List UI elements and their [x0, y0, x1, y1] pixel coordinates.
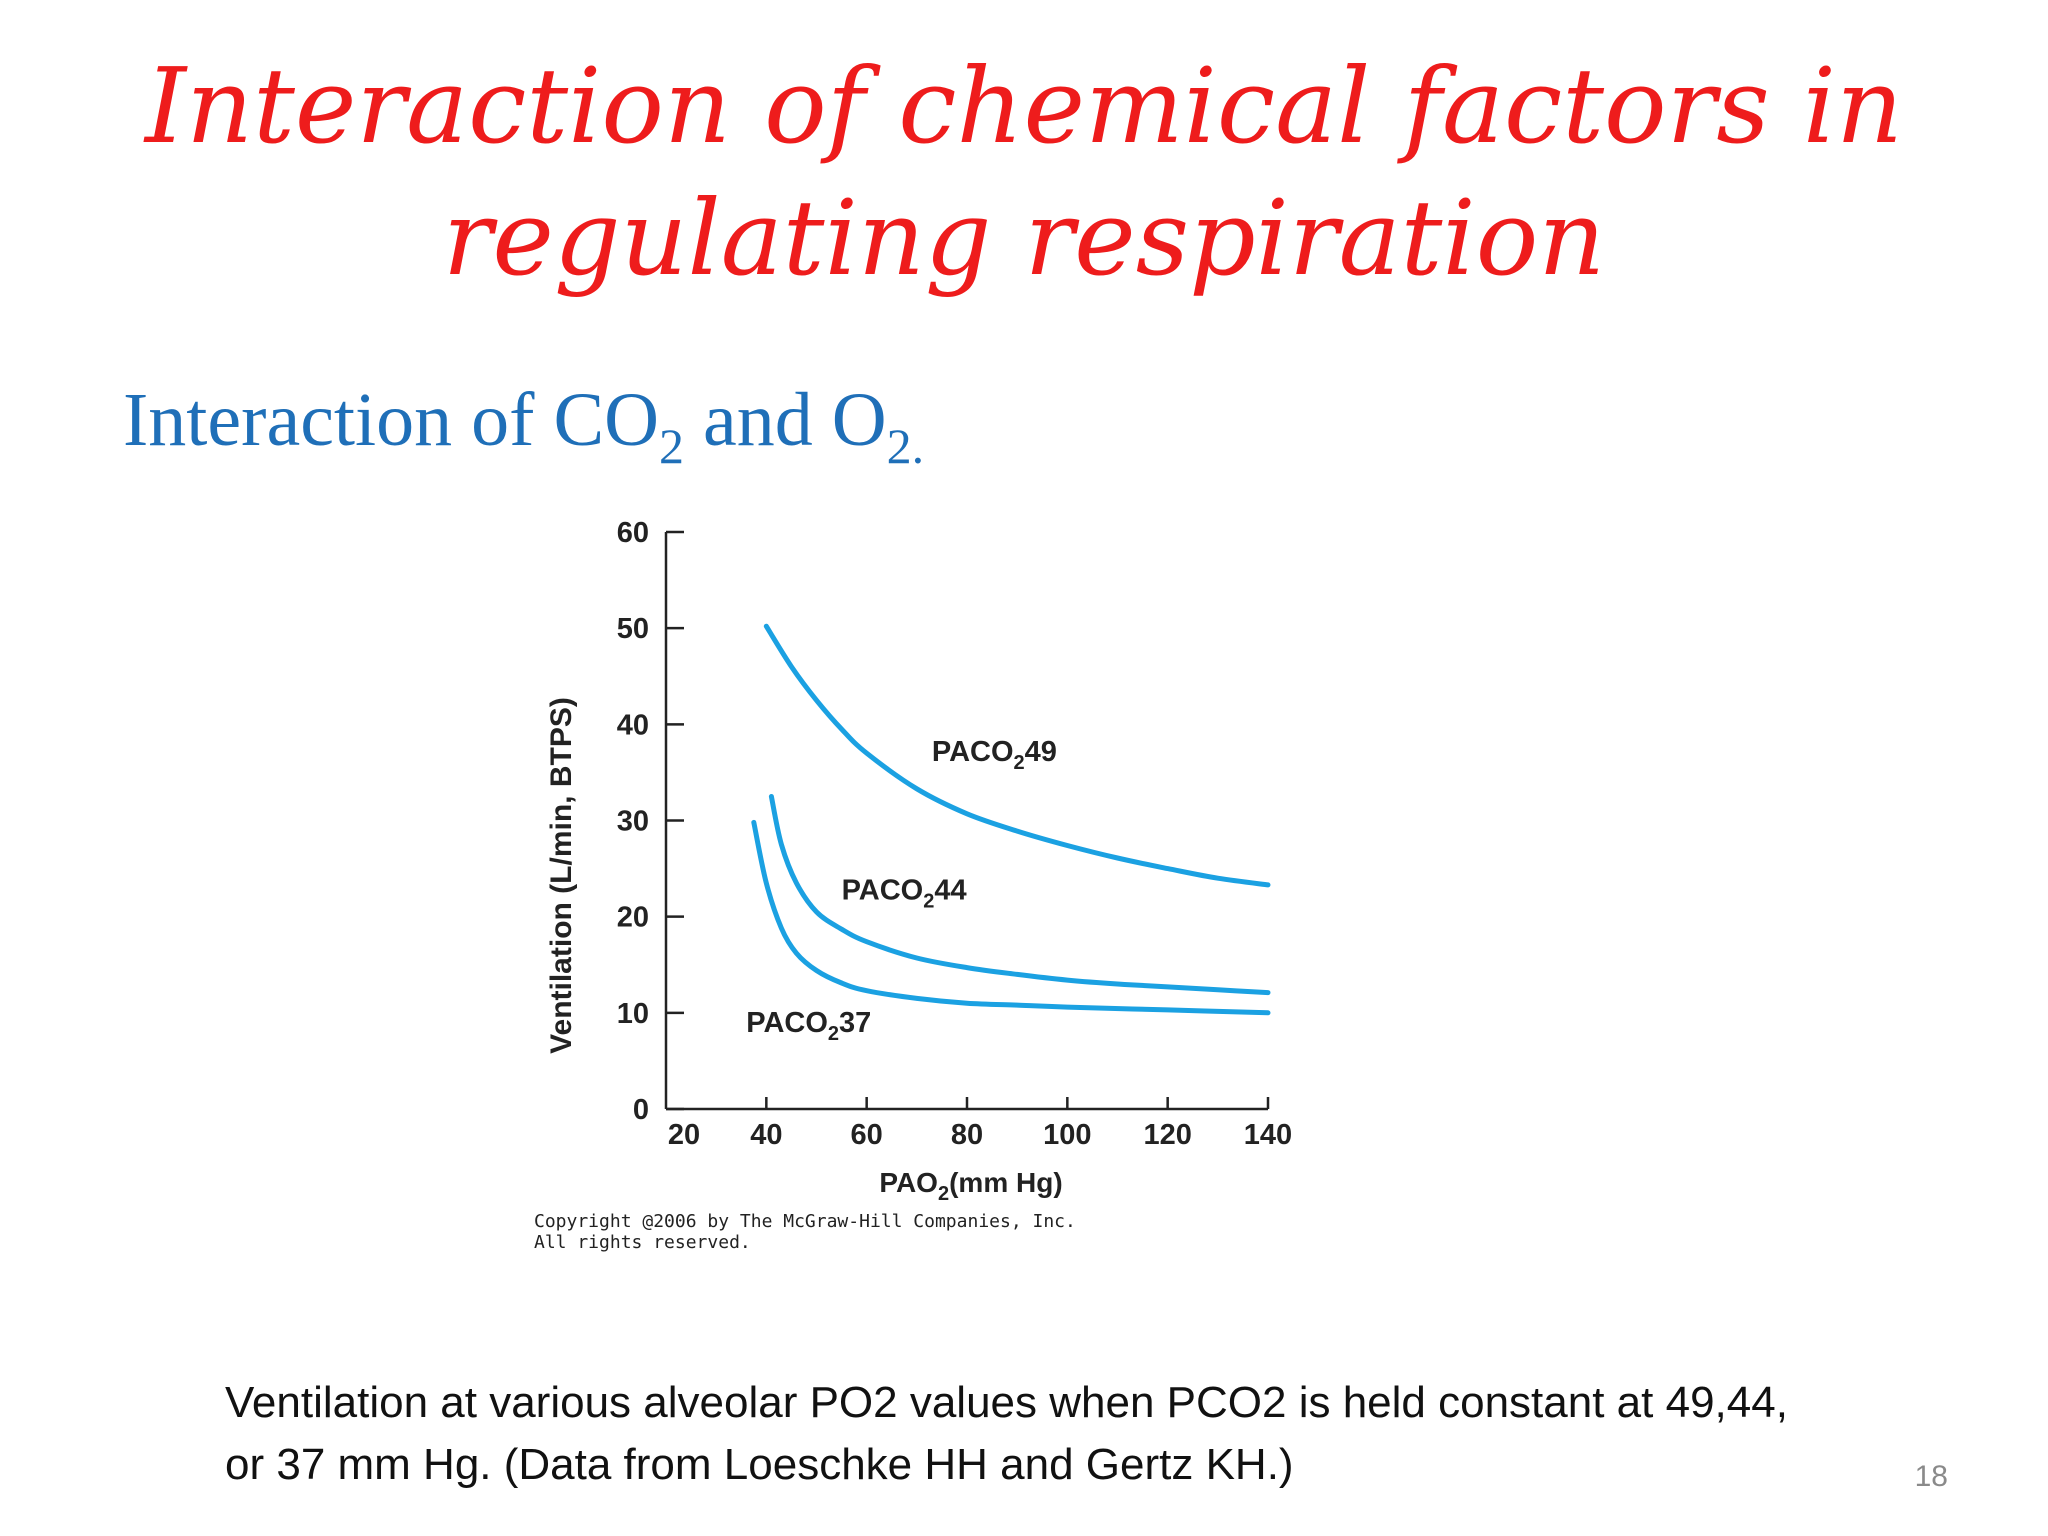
- subtitle-part-1: Interaction of CO: [123, 378, 660, 462]
- series-label-main: PACO: [842, 874, 924, 906]
- y-tick-label-40: 40: [617, 709, 649, 741]
- series-line-44: [768, 794, 1271, 996]
- x-tick-label-100: 100: [1043, 1119, 1091, 1151]
- x-tick-label-40: 40: [750, 1119, 782, 1151]
- y-tick-label-10: 10: [617, 998, 649, 1030]
- x-axis-label-unit: (mm Hg): [949, 1167, 1063, 1198]
- y-tick-label-60: 60: [617, 517, 649, 549]
- page-number: 18: [1914, 1460, 1948, 1493]
- slide-subtitle: Interaction of CO2 and O2.: [123, 372, 924, 494]
- series-label-44: PACO244: [842, 874, 967, 912]
- slide-title: Interaction of chemical factors in regul…: [0, 40, 2048, 304]
- copyright-line-2: All rights reserved.: [534, 1232, 751, 1253]
- y-tick-label-20: 20: [617, 902, 649, 934]
- x-axis-label-main: PAO: [879, 1167, 938, 1198]
- subtitle-subscript-2: 2.: [886, 418, 925, 474]
- y-tick-label-0: 0: [633, 1094, 649, 1126]
- x-tick-label-140: 140: [1244, 1119, 1292, 1151]
- series-label-main: PACO: [932, 736, 1014, 768]
- copyright-line-1: Copyright @2006 by The McGraw-Hill Compa…: [534, 1211, 1076, 1232]
- series-label-number: 49: [1025, 736, 1057, 768]
- subtitle-part-2: and O: [684, 378, 887, 462]
- y-axis-label: Ventilation (L/min, BTPS): [545, 697, 578, 1054]
- caption-line-2: or 37 mm Hg. (Data from Loeschke HH and …: [225, 1440, 1294, 1489]
- slide-title-line-1: Interaction of chemical factors in: [145, 45, 1903, 167]
- x-tick-label-80: 80: [951, 1119, 983, 1151]
- x-axis-label: PAO2(mm Hg): [879, 1167, 1062, 1205]
- y-tick-label-50: 50: [617, 613, 649, 645]
- y-tick-label-30: 30: [617, 806, 649, 838]
- series-label-49: PACO249: [932, 736, 1057, 774]
- subtitle-subscript-1: 2: [659, 418, 685, 474]
- series-label-subscript: 2: [1014, 752, 1025, 774]
- series-label-37: PACO237: [746, 1007, 871, 1045]
- slide-title-line-2: regulating respiration: [442, 177, 1606, 299]
- figure-caption: Ventilation at various alveolar PO2 valu…: [225, 1372, 1945, 1496]
- caption-line-1: Ventilation at various alveolar PO2 valu…: [225, 1378, 1788, 1427]
- series-line-49: [763, 623, 1271, 888]
- x-tick-label-60: 60: [851, 1119, 883, 1151]
- series-label-subscript: 2: [923, 890, 934, 912]
- series-line-37: [751, 819, 1271, 1016]
- series-label-main: PACO: [746, 1007, 828, 1039]
- x-tick-label-120: 120: [1143, 1119, 1191, 1151]
- x-axis-label-subscript: 2: [938, 1183, 949, 1205]
- series-label-subscript: 2: [828, 1023, 839, 1045]
- series-label-number: 44: [934, 874, 966, 906]
- series-label-number: 37: [839, 1007, 871, 1039]
- x-tick-label-20: 20: [668, 1119, 700, 1151]
- chart-curves: [751, 623, 1271, 1016]
